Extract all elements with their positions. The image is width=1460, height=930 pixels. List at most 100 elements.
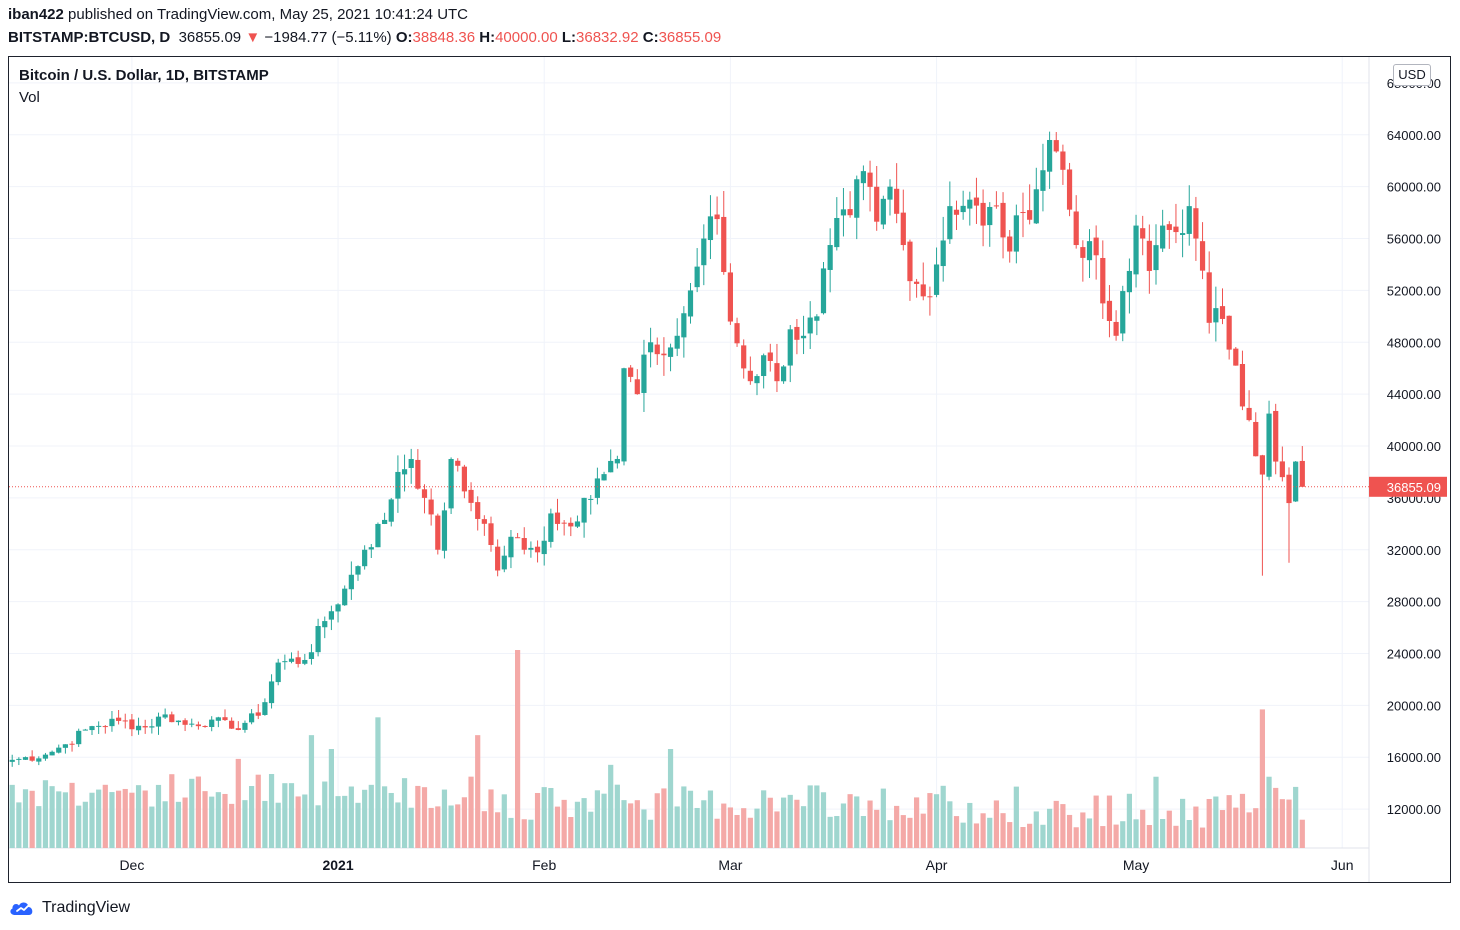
volume-bar bbox=[1093, 795, 1099, 848]
volume-bar bbox=[880, 788, 886, 848]
candle-body bbox=[348, 574, 354, 590]
candle-body bbox=[933, 264, 940, 295]
volume-bar bbox=[521, 819, 527, 848]
candle-body bbox=[1100, 257, 1106, 304]
volume-bar bbox=[534, 792, 541, 848]
volume-bar bbox=[894, 805, 900, 848]
candle-body bbox=[142, 726, 148, 728]
volume-bar bbox=[860, 816, 866, 848]
last-price-tag-label: 36855.09 bbox=[1387, 480, 1441, 495]
volume-bar bbox=[322, 781, 328, 848]
volume-bar bbox=[907, 817, 913, 848]
candle-body bbox=[887, 186, 893, 200]
volume-bar bbox=[1206, 798, 1212, 848]
volume-bar bbox=[76, 805, 82, 848]
volume-bar bbox=[887, 820, 893, 848]
candle-body bbox=[694, 266, 700, 288]
volume-bar bbox=[1233, 807, 1239, 848]
volume-bar bbox=[441, 789, 448, 848]
candle-body bbox=[827, 245, 833, 270]
volume-bar bbox=[734, 814, 740, 848]
candle-body bbox=[1133, 225, 1139, 275]
volume-bar bbox=[408, 807, 414, 848]
volume-bar bbox=[282, 783, 288, 848]
volume-bar bbox=[761, 790, 767, 848]
candle-body bbox=[415, 459, 421, 489]
y-tick-label: 24000.00 bbox=[1387, 646, 1441, 661]
candle-body bbox=[1106, 300, 1113, 321]
candle-body bbox=[395, 471, 401, 499]
candle-body bbox=[435, 515, 441, 550]
candle-body bbox=[1226, 315, 1232, 350]
candle-body bbox=[834, 217, 840, 248]
currency-button[interactable]: USD bbox=[1393, 64, 1431, 86]
volume-bar bbox=[594, 790, 600, 848]
candle-body bbox=[501, 555, 507, 570]
candle-body bbox=[581, 497, 587, 523]
volume-bar bbox=[1193, 806, 1199, 848]
candle-body bbox=[674, 335, 680, 349]
volume-bar bbox=[940, 785, 946, 848]
candle-body bbox=[754, 376, 760, 384]
volume-bar bbox=[933, 794, 940, 848]
candle-body bbox=[388, 499, 394, 522]
volume-bar bbox=[1120, 821, 1126, 848]
candle-body bbox=[774, 363, 780, 382]
candle-body bbox=[401, 469, 408, 475]
candle-body bbox=[667, 347, 674, 357]
candle-body bbox=[820, 268, 827, 314]
candle-body bbox=[1053, 140, 1059, 152]
candle-body bbox=[800, 335, 807, 339]
candle-body bbox=[1213, 308, 1219, 323]
volume-bar bbox=[9, 784, 15, 848]
volume-bar bbox=[182, 797, 188, 848]
candle-body bbox=[854, 179, 860, 218]
y-tick-label: 32000.00 bbox=[1387, 543, 1441, 558]
volume-bar bbox=[1273, 787, 1279, 848]
candle-body bbox=[1180, 233, 1186, 235]
publisher-name[interactable]: iban422 bbox=[8, 6, 64, 23]
volume-bar bbox=[468, 776, 474, 848]
volume-bar bbox=[29, 790, 35, 848]
volume-bar bbox=[548, 787, 554, 848]
volume-bar bbox=[528, 819, 534, 848]
candle-body bbox=[362, 549, 368, 567]
volume-bar bbox=[435, 806, 441, 848]
volume-bar bbox=[1266, 776, 1272, 848]
candle-body bbox=[860, 171, 866, 184]
volume-bar bbox=[162, 801, 168, 848]
tradingview-logo[interactable]: TradingView bbox=[8, 896, 130, 920]
candle-body bbox=[408, 458, 414, 468]
candle-body bbox=[601, 474, 607, 481]
candle-body bbox=[288, 658, 295, 662]
candle-body bbox=[508, 536, 514, 558]
candle-body bbox=[1013, 215, 1019, 252]
volume-bar bbox=[920, 813, 926, 848]
candle-body bbox=[488, 523, 494, 546]
high-label: H: bbox=[479, 29, 496, 46]
last-price: 36855.09 bbox=[178, 29, 242, 46]
candle-body bbox=[421, 489, 428, 498]
volume-bar bbox=[102, 784, 108, 848]
candle-body bbox=[448, 458, 454, 509]
candle-body bbox=[960, 205, 966, 213]
publish-line: iban422 published on TradingView.com, Ma… bbox=[8, 6, 468, 23]
candle-body bbox=[515, 537, 521, 539]
volume-bar bbox=[973, 823, 980, 848]
volume-bar bbox=[49, 786, 55, 848]
volume-bar bbox=[455, 804, 461, 848]
ohlc-line: BITSTAMP:BTCUSD, D 36855.09 ▼ −1984.77 (… bbox=[8, 29, 721, 46]
candle-body bbox=[980, 202, 986, 226]
chart-frame[interactable] bbox=[8, 56, 1451, 883]
volume-bar bbox=[814, 785, 820, 848]
candle-body bbox=[262, 702, 268, 715]
volume-bar bbox=[149, 806, 155, 848]
candle-body bbox=[1279, 461, 1285, 478]
volume-bar bbox=[129, 792, 135, 848]
volume-bar bbox=[987, 817, 993, 848]
x-tick-label: Apr bbox=[926, 857, 948, 873]
candle-body bbox=[1266, 413, 1272, 477]
candle-body bbox=[295, 657, 301, 664]
candle-body bbox=[122, 720, 128, 722]
